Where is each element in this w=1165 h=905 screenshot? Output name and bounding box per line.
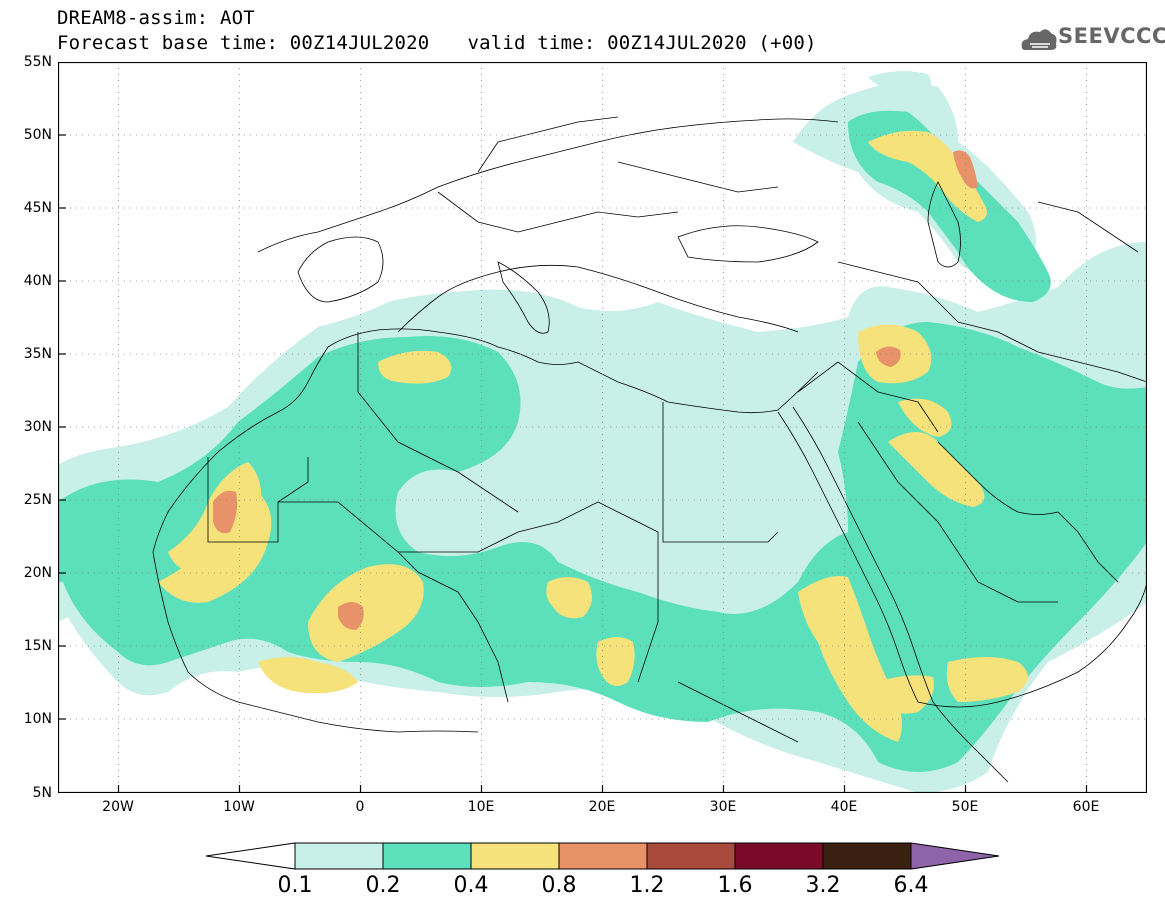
legend-bin-0.1 bbox=[294, 842, 384, 870]
aot-contour-0.1-north2 bbox=[868, 71, 932, 102]
lat-label-40n: 40N bbox=[23, 273, 52, 289]
forecast-base-time: Forecast base time: 00Z14JUL2020 bbox=[57, 32, 430, 54]
border-15 bbox=[957, 321, 1147, 383]
lon-label-20e: 20E bbox=[588, 799, 616, 815]
lon-label-60e: 60E bbox=[1072, 799, 1100, 815]
tick-marks bbox=[58, 134, 1088, 793]
border-7 bbox=[357, 332, 519, 513]
coastline-horn bbox=[932, 701, 1009, 783]
legend-bin-over bbox=[910, 842, 1000, 870]
logo-text: SEEVCCC bbox=[1058, 24, 1165, 48]
lat-label-30n: 30N bbox=[23, 419, 52, 435]
lon-label-50e: 50E bbox=[951, 799, 979, 815]
coastline-europe bbox=[257, 118, 839, 253]
lon-label-10w: 10W bbox=[223, 799, 255, 815]
lat-label-55n: 55N bbox=[23, 54, 52, 70]
aot-contour-0.4-algeria bbox=[378, 350, 452, 384]
coastline-mediterranean bbox=[397, 264, 799, 333]
legend-bin-3.2 bbox=[822, 842, 912, 870]
border-6 bbox=[662, 402, 779, 543]
aot-contour-0.8-caspian bbox=[953, 150, 978, 189]
aot-contour-0.8-niger bbox=[338, 602, 364, 630]
legend-label-1.2: 1.2 bbox=[629, 873, 665, 898]
lat-label-45n: 45N bbox=[23, 200, 52, 216]
border-3 bbox=[398, 501, 599, 553]
coastline-red-sea bbox=[777, 411, 919, 703]
coastline-red-sea-east bbox=[792, 406, 934, 703]
legend-label-1.6: 1.6 bbox=[717, 873, 753, 898]
coastline-persian-gulf bbox=[937, 441, 1059, 515]
lon-label-10e: 10E bbox=[467, 799, 495, 815]
border-13 bbox=[837, 261, 959, 323]
valid-time: valid time: 00Z14JUL2020 (+00) bbox=[467, 32, 817, 54]
lat-label-10n: 10N bbox=[23, 711, 52, 727]
legend-label-6.4: 6.4 bbox=[893, 873, 929, 898]
coastline-black-sea bbox=[677, 225, 819, 263]
aot-contour-0.8-mauritania bbox=[213, 490, 238, 534]
coastline-guinea bbox=[152, 551, 479, 733]
aot-contour-0.4-somalia bbox=[946, 657, 1028, 702]
coastline-iberia bbox=[297, 236, 384, 303]
border-11 bbox=[477, 116, 619, 173]
legend-bin-0.2 bbox=[382, 842, 472, 870]
lon-label-30e: 30E bbox=[709, 799, 737, 815]
color-legend bbox=[205, 842, 1000, 870]
lat-label-5n: 5N bbox=[32, 785, 52, 801]
aot-contour-0.8-iraq bbox=[876, 346, 901, 367]
legend-bin-under bbox=[205, 842, 296, 870]
lat-label-25n: 25N bbox=[23, 492, 52, 508]
legend-label-0.2: 0.2 bbox=[365, 873, 401, 898]
aot-contour-0.4-mali bbox=[258, 657, 358, 694]
legend-bin-0.4 bbox=[470, 842, 560, 870]
legend-bin-0.8 bbox=[558, 842, 648, 870]
border-1 bbox=[207, 457, 309, 543]
border-16 bbox=[1057, 511, 1119, 583]
coastline-italy bbox=[497, 261, 550, 334]
border-4 bbox=[457, 591, 509, 703]
aot-contour-0.4-horn bbox=[876, 675, 934, 714]
legend-label-3.2: 3.2 bbox=[805, 873, 841, 898]
cloud-icon bbox=[1021, 29, 1057, 50]
legend-label-0.1: 0.1 bbox=[277, 873, 313, 898]
border-5 bbox=[597, 501, 659, 683]
aot-contour-0.4-chad bbox=[546, 577, 592, 619]
legend-label-0.8: 0.8 bbox=[541, 873, 577, 898]
lon-label-0: 0 bbox=[355, 799, 365, 815]
lon-label-40e: 40E bbox=[830, 799, 858, 815]
border-8 bbox=[797, 361, 939, 433]
legend-bin-1.6 bbox=[734, 842, 824, 870]
plot-subtitle: Forecast base time: 00Z14JUL2020 valid ti… bbox=[57, 33, 817, 53]
aot-contour-0.4-niger bbox=[308, 564, 424, 662]
coastline-caspian bbox=[927, 181, 961, 268]
aot-contour-0.4-sudan bbox=[596, 637, 635, 686]
border-10 bbox=[437, 191, 679, 233]
aot-contour-0.4-ethiopia bbox=[798, 576, 902, 742]
legend-label-0.4: 0.4 bbox=[453, 873, 489, 898]
lon-label-20w: 20W bbox=[102, 799, 134, 815]
plot-title: DREAM8-assim: AOT bbox=[57, 7, 255, 29]
aot-contour-0.4-caspian bbox=[868, 130, 987, 222]
coastline-west-africa bbox=[152, 328, 819, 553]
aot-map bbox=[58, 62, 1147, 793]
coastline-arabia-south bbox=[917, 581, 1147, 708]
legend-bin-1.2 bbox=[646, 842, 736, 870]
border-17 bbox=[677, 681, 799, 743]
aot-contour-0.4-gulf bbox=[898, 398, 952, 437]
border-12 bbox=[617, 161, 779, 193]
lat-label-50n: 50N bbox=[23, 127, 52, 143]
border-9 bbox=[857, 421, 1058, 603]
aot-contour-0.4-arabia bbox=[888, 432, 985, 507]
lat-label-15n: 15N bbox=[23, 638, 52, 654]
border-14 bbox=[1037, 201, 1139, 253]
lat-label-20n: 20N bbox=[23, 565, 52, 581]
lat-label-35n: 35N bbox=[23, 346, 52, 362]
